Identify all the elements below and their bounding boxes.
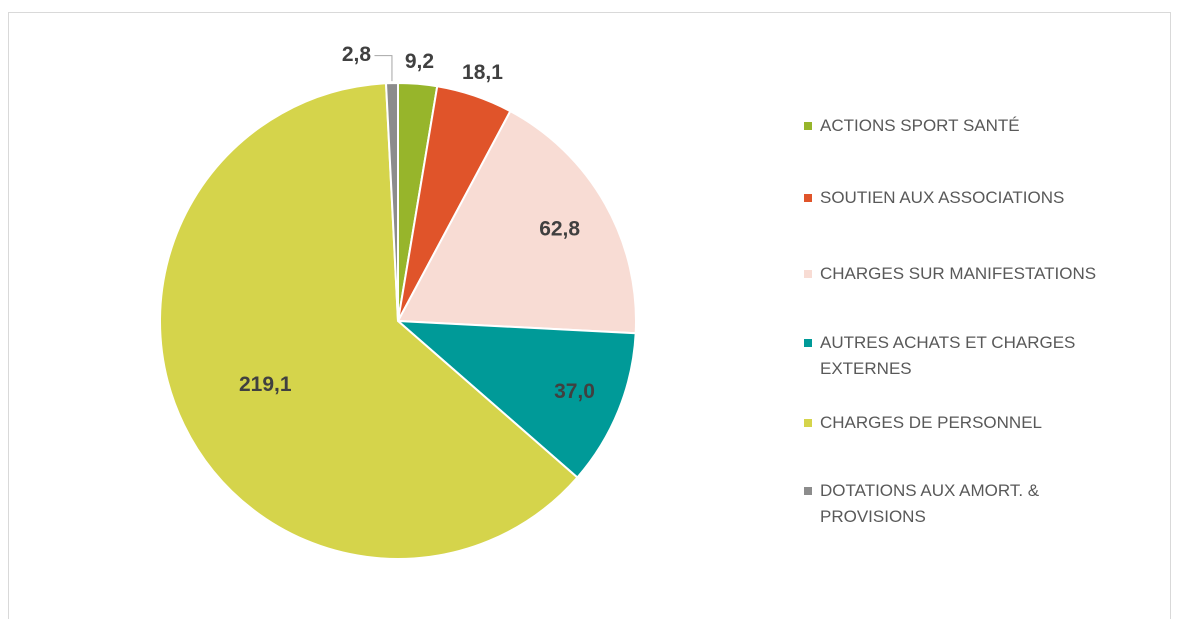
legend-swatch <box>804 419 812 427</box>
legend-label: CHARGES DE PERSONNEL <box>820 413 1042 432</box>
pie-slice <box>159 82 579 560</box>
legend-label: CHARGES SUR MANIFESTATIONS <box>820 264 1097 283</box>
pie-slice <box>395 319 637 479</box>
chart-border <box>8 12 1171 619</box>
legend-label: ACTIONS SPORT SANTÉ <box>820 116 1020 135</box>
legend-label: SOUTIEN AUX ASSOCIATIONS <box>820 188 1065 207</box>
legend-item: CHARGES SUR MANIFESTATIONS <box>804 261 1144 287</box>
data-label: 37,0 <box>554 380 595 403</box>
legend-item: SOUTIEN AUX ASSOCIATIONS <box>804 185 1144 211</box>
data-label: 18,1 <box>462 61 503 84</box>
data-label: 62,8 <box>539 217 580 240</box>
legend-item: ACTIONS SPORT SANTÉ <box>804 113 1144 139</box>
legend-swatch <box>804 487 812 495</box>
data-label: 9,2 <box>405 50 434 73</box>
legend-swatch <box>804 194 812 202</box>
legend-item: AUTRES ACHATS ET CHARGES EXTERNES <box>804 330 1144 382</box>
legend-item: DOTATIONS AUX AMORT. & PROVISIONS <box>804 478 1144 530</box>
legend-item: CHARGES DE PERSONNEL <box>804 410 1144 436</box>
data-label: 2,8 <box>342 43 372 66</box>
data-label: 219,1 <box>239 373 292 396</box>
legend-swatch <box>804 270 812 278</box>
pie-slice <box>384 81 399 322</box>
leader-line <box>374 55 393 82</box>
pie-slice <box>396 109 637 335</box>
legend-swatch <box>804 339 812 347</box>
legend-label: AUTRES ACHATS ET CHARGES EXTERNES <box>820 333 1076 378</box>
legend-label: DOTATIONS AUX AMORT. & PROVISIONS <box>820 481 1040 526</box>
legend-swatch <box>804 122 812 130</box>
